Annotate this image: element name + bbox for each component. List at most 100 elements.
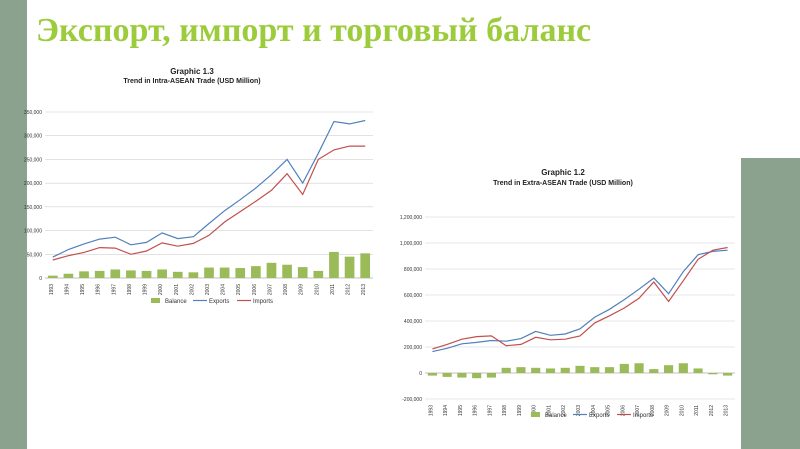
balance-bar [457, 373, 467, 378]
x-tick-label: 1999 [517, 405, 523, 416]
x-tick-label: 2012 [346, 284, 352, 295]
balance-bar [575, 365, 585, 373]
balance-bar [282, 264, 292, 278]
x-tick-label: 2008 [650, 405, 656, 416]
x-tick-label: 1997 [111, 284, 117, 295]
chart-subtitle: Trend in Extra-ASEAN Trade (USD Million) [493, 180, 633, 187]
balance-bar [663, 365, 674, 373]
x-tick-label: 2000 [532, 405, 538, 416]
right-side-panel [741, 158, 800, 449]
x-tick-label: 1998 [502, 405, 508, 416]
balance-bar [329, 251, 339, 278]
balance-bar [172, 271, 183, 278]
y-tick-label: 350,000 [24, 110, 42, 116]
balance-bar [442, 373, 452, 377]
balance-bar [344, 256, 355, 278]
imports-line [432, 246, 728, 350]
chart-extra-asean-trade: Graphic 1.2 Trend in Extra-ASEAN Trade (U… [400, 168, 735, 419]
balance-bar [297, 267, 308, 278]
x-tick-label: 2007 [267, 284, 273, 295]
balance-bar [126, 270, 136, 278]
y-tick-label: 50,000 [27, 252, 43, 258]
balance-bar [708, 373, 718, 375]
x-tick-label: 1994 [443, 405, 449, 416]
balance-bar [590, 367, 600, 373]
x-tick-label: 2011 [330, 284, 336, 295]
x-tick-label: 2010 [679, 405, 685, 416]
x-tick-label: 2010 [314, 284, 320, 295]
balance-bar [472, 373, 482, 379]
balance-bar [313, 270, 324, 278]
y-tick-label: 150,000 [24, 205, 42, 211]
x-tick-label: 2002 [561, 405, 567, 416]
balance-bar [634, 363, 644, 373]
x-tick-label: 2005 [236, 284, 242, 295]
x-tick-label: 2006 [252, 284, 258, 295]
legend-label: Balance [545, 413, 567, 419]
x-tick-label: 2004 [221, 284, 227, 295]
balance-bar [188, 272, 199, 278]
y-tick-label: 0 [39, 276, 42, 282]
y-tick-label: 1,200,000 [400, 215, 422, 221]
balance-bar [678, 363, 688, 373]
x-tick-label: 2013 [724, 405, 730, 416]
legend-label: Balance [165, 299, 187, 305]
y-tick-label: 400,000 [404, 319, 422, 325]
chart-title: Graphic 1.3 [170, 67, 214, 76]
x-tick-label: 2001 [174, 284, 180, 295]
y-tick-label: 1,000,000 [400, 241, 422, 247]
balance-bar [723, 373, 733, 376]
x-tick-label: 2007 [635, 405, 641, 416]
balance-bar [157, 269, 167, 278]
x-tick-label: 1996 [96, 284, 102, 295]
y-tick-label: 200,000 [404, 345, 422, 351]
x-tick-label: 1996 [473, 405, 479, 416]
x-tick-label: 1995 [80, 284, 86, 295]
balance-bar [560, 367, 570, 373]
x-tick-label: 2003 [576, 405, 582, 416]
legend-label: Exports [209, 299, 229, 305]
legend-swatch [531, 412, 540, 417]
y-tick-label: 100,000 [24, 229, 42, 235]
right-panel-gap [741, 0, 800, 158]
x-tick-label: 1993 [428, 405, 434, 416]
x-tick-label: 2000 [158, 284, 164, 295]
chart-title: Graphic 1.2 [541, 168, 585, 177]
y-tick-label: 800,000 [404, 267, 422, 273]
legend-swatch [151, 298, 160, 303]
x-tick-label: 2013 [361, 284, 367, 295]
legend-label: Exports [589, 413, 609, 419]
y-tick-label: 0 [419, 371, 422, 377]
balance-bar [204, 267, 214, 278]
balance-bar [545, 368, 556, 373]
x-tick-label: 2009 [665, 405, 671, 416]
exports-line [52, 119, 366, 258]
slide-title: Экспорт, импорт и торговый баланс [36, 12, 592, 49]
balance-bar [427, 373, 437, 376]
balance-bar [94, 270, 105, 278]
balance-bar [235, 268, 246, 278]
y-tick-label: 250,000 [24, 157, 42, 163]
y-tick-label: 300,000 [24, 134, 42, 140]
y-tick-label: -200,000 [402, 397, 422, 403]
balance-bar [619, 363, 629, 373]
balance-bar [63, 273, 74, 278]
legend-label: Imports [633, 413, 653, 419]
left-side-panel [0, 0, 27, 449]
imports-line [52, 145, 366, 261]
x-tick-label: 2002 [189, 284, 195, 295]
x-tick-label: 2004 [591, 405, 597, 416]
x-tick-label: 2012 [709, 405, 715, 416]
x-tick-label: 2008 [283, 284, 289, 295]
x-tick-label: 2009 [299, 284, 305, 295]
balance-bar [531, 367, 541, 373]
x-tick-label: 1993 [49, 284, 55, 295]
balance-bar [219, 267, 230, 278]
x-tick-label: 2001 [546, 405, 552, 416]
x-tick-label: 1994 [64, 284, 70, 295]
x-tick-label: 1998 [127, 284, 133, 295]
balance-bar [266, 262, 277, 278]
y-tick-label: 600,000 [404, 293, 422, 299]
balance-bar [79, 271, 89, 278]
x-tick-label: 1995 [458, 405, 464, 416]
